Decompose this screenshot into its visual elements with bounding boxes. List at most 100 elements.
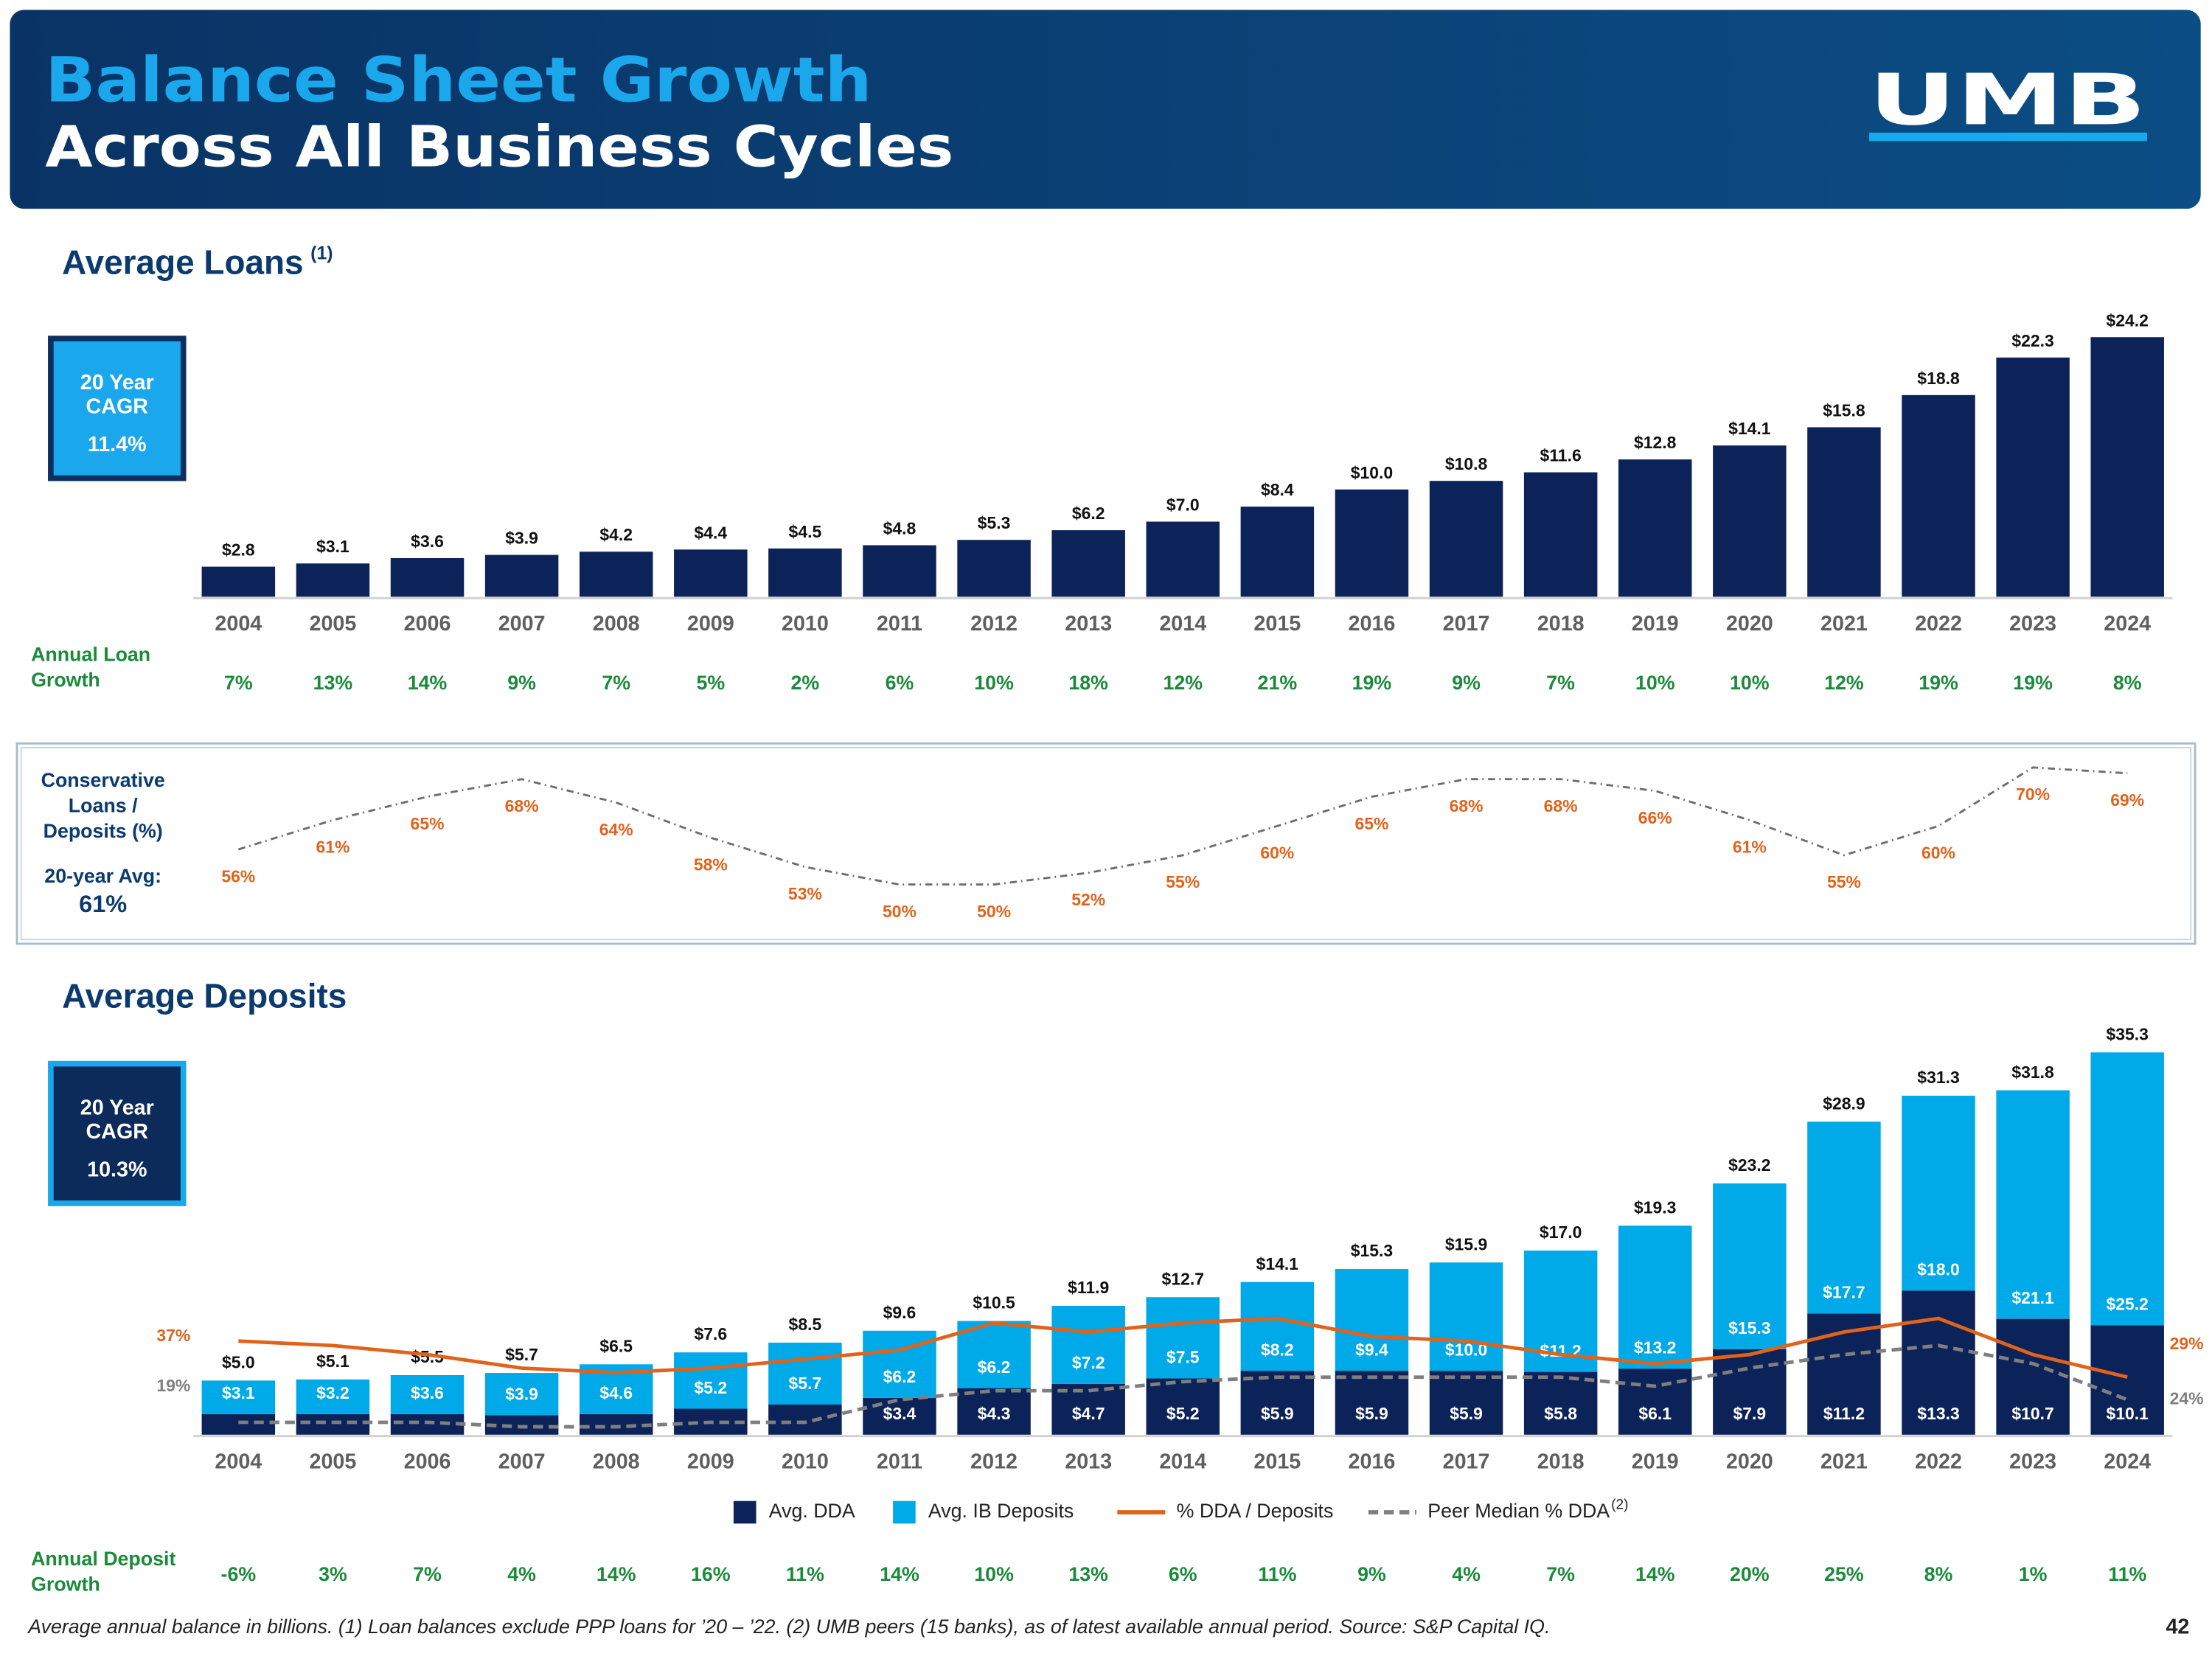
- bar-value-label: $14.1: [1728, 419, 1771, 438]
- segment-label: $5.7: [789, 1374, 822, 1393]
- bar: [2090, 337, 2164, 597]
- bar: [1429, 481, 1503, 597]
- bar: [201, 566, 276, 597]
- legend-label: Avg. IB Deposits: [928, 1500, 1074, 1522]
- x-tick-label: 2020: [1726, 1450, 1773, 1474]
- cagr-label: CAGR: [86, 1120, 149, 1144]
- growth-label: 2%: [791, 672, 820, 694]
- total-label: $23.2: [1728, 1155, 1770, 1175]
- ratio-panel-inner: [20, 747, 2192, 941]
- bar: [1902, 394, 1975, 597]
- bar-value-label: $4.2: [599, 525, 633, 544]
- growth-label: 11%: [786, 1563, 824, 1585]
- bar-segment: [201, 1413, 276, 1435]
- segment-label: $3.1: [222, 1383, 255, 1402]
- growth-label: 7%: [413, 1563, 442, 1585]
- cagr-value: 11.4%: [88, 433, 147, 456]
- segment-label: $6.2: [883, 1367, 917, 1386]
- series-end-label: 29%: [2170, 1334, 2204, 1353]
- bar: [390, 557, 465, 597]
- growth-title: Growth: [31, 669, 100, 691]
- bar: [768, 548, 842, 597]
- bar-value-label: $11.6: [1540, 446, 1582, 465]
- header-banner: [10, 10, 2201, 209]
- bar-segment: [390, 1375, 465, 1414]
- legend-label: Peer Median % DDA (2): [1427, 1498, 1628, 1523]
- x-tick-label: 2024: [2104, 612, 2151, 636]
- segment-label: $5.9: [1355, 1404, 1388, 1423]
- legend-label-text: % DDA / Deposits: [1177, 1500, 1334, 1522]
- growth-label: 10%: [1730, 672, 1770, 694]
- bar-value-label: $4.5: [789, 522, 822, 541]
- segment-label: $5.9: [1450, 1404, 1483, 1423]
- ratio-label: 50%: [883, 902, 917, 921]
- x-tick-label: 2010: [782, 1450, 829, 1474]
- growth-label: 19%: [2013, 672, 2053, 694]
- x-tick-label: 2020: [1726, 612, 1773, 636]
- segment-label: $15.3: [1728, 1318, 1770, 1338]
- segment-label: $8.2: [1261, 1340, 1294, 1359]
- bar-segment: [2090, 1052, 2164, 1326]
- bar-segment: [296, 1413, 370, 1435]
- bar-segment: [1146, 1378, 1220, 1435]
- ratio-label: 69%: [2110, 790, 2144, 810]
- growth-label: 11%: [1258, 1563, 1296, 1585]
- x-tick-label: 2010: [782, 612, 829, 636]
- bar-value-label: $3.1: [316, 537, 349, 556]
- total-label: $12.7: [1162, 1269, 1204, 1288]
- bar-segment: [390, 1413, 465, 1435]
- bar-value-label: $8.4: [1261, 480, 1294, 499]
- x-tick-label: 2015: [1253, 612, 1301, 636]
- series-line: [238, 1343, 2129, 1429]
- x-tick-label: 2009: [687, 1450, 734, 1474]
- bar-value-label: $4.8: [883, 519, 917, 538]
- cagr-label: 20 Year: [80, 371, 154, 394]
- growth-title: Growth: [31, 1573, 100, 1596]
- avg-label: 20-year Avg:: [44, 865, 161, 887]
- growth-label: 10%: [1635, 672, 1675, 694]
- bar-segment: [674, 1352, 748, 1409]
- total-label: $19.3: [1634, 1197, 1676, 1217]
- segment-label: $7.2: [1072, 1353, 1105, 1372]
- x-tick-label: 2009: [687, 612, 734, 636]
- x-tick-label: 2004: [215, 612, 262, 636]
- ratio-label: 65%: [1354, 814, 1388, 833]
- slide-subtitle: Across All Business Cycles: [45, 115, 953, 181]
- bar-value-label: $18.8: [1917, 369, 1960, 388]
- total-label: $11.9: [1068, 1278, 1109, 1297]
- ratio-label: 55%: [1827, 872, 1861, 891]
- segment-label: $3.4: [883, 1404, 917, 1423]
- bar-value-label: $3.9: [505, 529, 538, 548]
- bar-value-label: $5.3: [978, 513, 1011, 532]
- total-label: $35.3: [2107, 1024, 2149, 1043]
- growth-label: 6%: [1169, 1563, 1197, 1585]
- bar-segment: [957, 1388, 1031, 1435]
- x-tick-label: 2022: [1915, 1450, 1962, 1474]
- growth-title: Annual Deposit: [31, 1548, 175, 1570]
- growth-label: 12%: [1824, 672, 1864, 694]
- growth-label: 25%: [1824, 1563, 1864, 1585]
- segment-label: $17.7: [1823, 1283, 1865, 1302]
- section-title-text: Average Deposits: [62, 977, 347, 1015]
- total-label: $8.5: [789, 1315, 822, 1334]
- bar: [296, 563, 370, 597]
- bar-segment: [1618, 1225, 1692, 1369]
- total-label: $7.6: [694, 1324, 727, 1343]
- slide-title: Balance Sheet Growth: [45, 44, 872, 116]
- x-tick-label: 2021: [1820, 612, 1868, 636]
- growth-label: 19%: [1919, 672, 1958, 694]
- bar: [1335, 489, 1409, 597]
- x-tick-label: 2012: [970, 1450, 1018, 1474]
- growth-label: 4%: [507, 1563, 536, 1585]
- bar-value-label: $6.2: [1072, 504, 1105, 523]
- total-label: $31.3: [1917, 1068, 1959, 1087]
- ratio-label: 61%: [1733, 838, 1767, 857]
- ratio-label: 70%: [2016, 785, 2050, 804]
- growth-label: 14%: [1635, 1563, 1675, 1585]
- growth-label: 14%: [408, 672, 448, 694]
- x-tick-label: 2021: [1820, 1450, 1868, 1474]
- bar-segment: [1996, 1090, 2070, 1319]
- segment-label: $6.2: [978, 1357, 1011, 1377]
- x-tick-label: 2016: [1349, 1450, 1396, 1474]
- footnote: Average annual balance in billions. (1) …: [27, 1615, 1550, 1638]
